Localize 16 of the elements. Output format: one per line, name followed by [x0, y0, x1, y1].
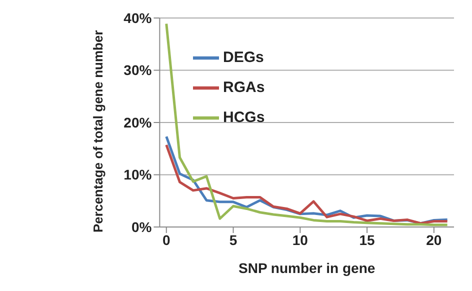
y-tick-label: 10% — [124, 166, 152, 183]
y-tick-label: 0% — [131, 218, 152, 235]
x-tick-label: 10 — [292, 232, 308, 248]
y-axis-title: Percentage of total gene number — [90, 30, 106, 232]
x-tick-label: 0 — [162, 232, 170, 248]
y-tick-label: 30% — [124, 62, 152, 78]
line-series — [165, 22, 449, 226]
legend-label: RGAs — [223, 79, 265, 96]
x-tick-label: 5 — [229, 232, 238, 248]
x-tick-label: 15 — [359, 232, 376, 248]
x-axis-title: SNP number in gene — [238, 260, 376, 276]
legend-label: DEGs — [223, 49, 264, 66]
legend-label: HCGs — [223, 109, 265, 126]
y-tick-label: 40% — [124, 10, 152, 26]
x-tick-label: 20 — [426, 232, 442, 248]
y-tick-label: 20% — [124, 114, 152, 130]
